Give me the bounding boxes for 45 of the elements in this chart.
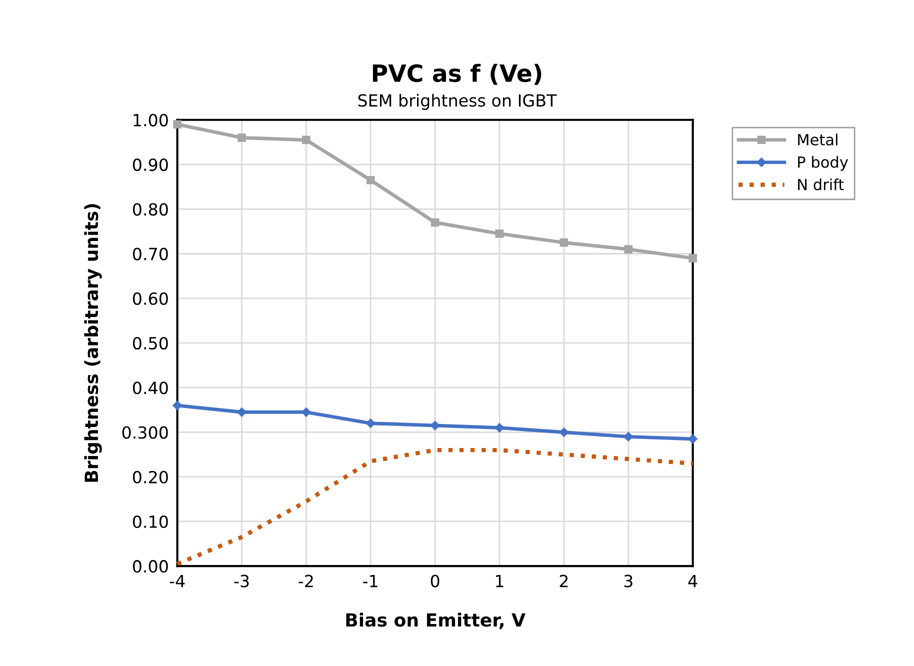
y-tick-label: 0.70 <box>132 248 168 260</box>
point <box>559 428 569 437</box>
point <box>172 400 182 410</box>
point <box>560 238 568 247</box>
x-tick-label: -1 <box>363 574 378 588</box>
y-tick-label: 0.40 <box>132 382 168 394</box>
x-axis-title: Bias on Emitter, V <box>346 612 526 630</box>
point <box>624 245 633 254</box>
point <box>366 418 376 428</box>
x-tick-label: -2 <box>298 574 313 588</box>
y-tick-label: 0.00 <box>132 560 168 573</box>
point <box>173 120 182 129</box>
point <box>302 136 310 144</box>
y-tick-label: 0.80 <box>132 203 168 216</box>
x-tick-label: 2 <box>560 574 568 588</box>
chart-title: PVC as f (Ve) <box>372 64 542 85</box>
point <box>430 420 440 430</box>
y-tick-label: 0.60 <box>132 292 168 305</box>
x-tick-label: -4 <box>170 574 185 588</box>
y-tick-label: 1.00 <box>134 114 168 126</box>
point <box>624 432 633 442</box>
x-tick-label: 1 <box>496 574 504 588</box>
x-tick-label: -3 <box>234 574 249 588</box>
y-tick-label: 0.10 <box>132 515 168 528</box>
x-tick-label: 3 <box>624 574 632 588</box>
y-tick-label: 0.300 <box>122 426 168 439</box>
point <box>366 176 375 184</box>
point <box>237 408 246 417</box>
point <box>430 218 440 227</box>
y-tick-label: 0.90 <box>132 158 168 172</box>
y-tick-label: 0.50 <box>132 336 168 350</box>
point <box>688 434 698 444</box>
x-tick-label: 0 <box>430 574 440 588</box>
chart-subtitle: SEM brightness on IGBT <box>358 94 557 110</box>
point <box>688 254 697 262</box>
legend-label: Metal <box>798 134 838 146</box>
point <box>494 423 504 432</box>
x-tick-label: 4 <box>688 574 698 588</box>
point <box>495 230 504 238</box>
y-tick-label: 0.20 <box>132 470 168 484</box>
legend-label: N drift <box>798 178 844 190</box>
legend-label: P body <box>798 156 848 171</box>
y-axis-title: Brightness (arbitrary units) <box>84 204 102 482</box>
point <box>302 408 311 417</box>
point <box>238 134 246 142</box>
